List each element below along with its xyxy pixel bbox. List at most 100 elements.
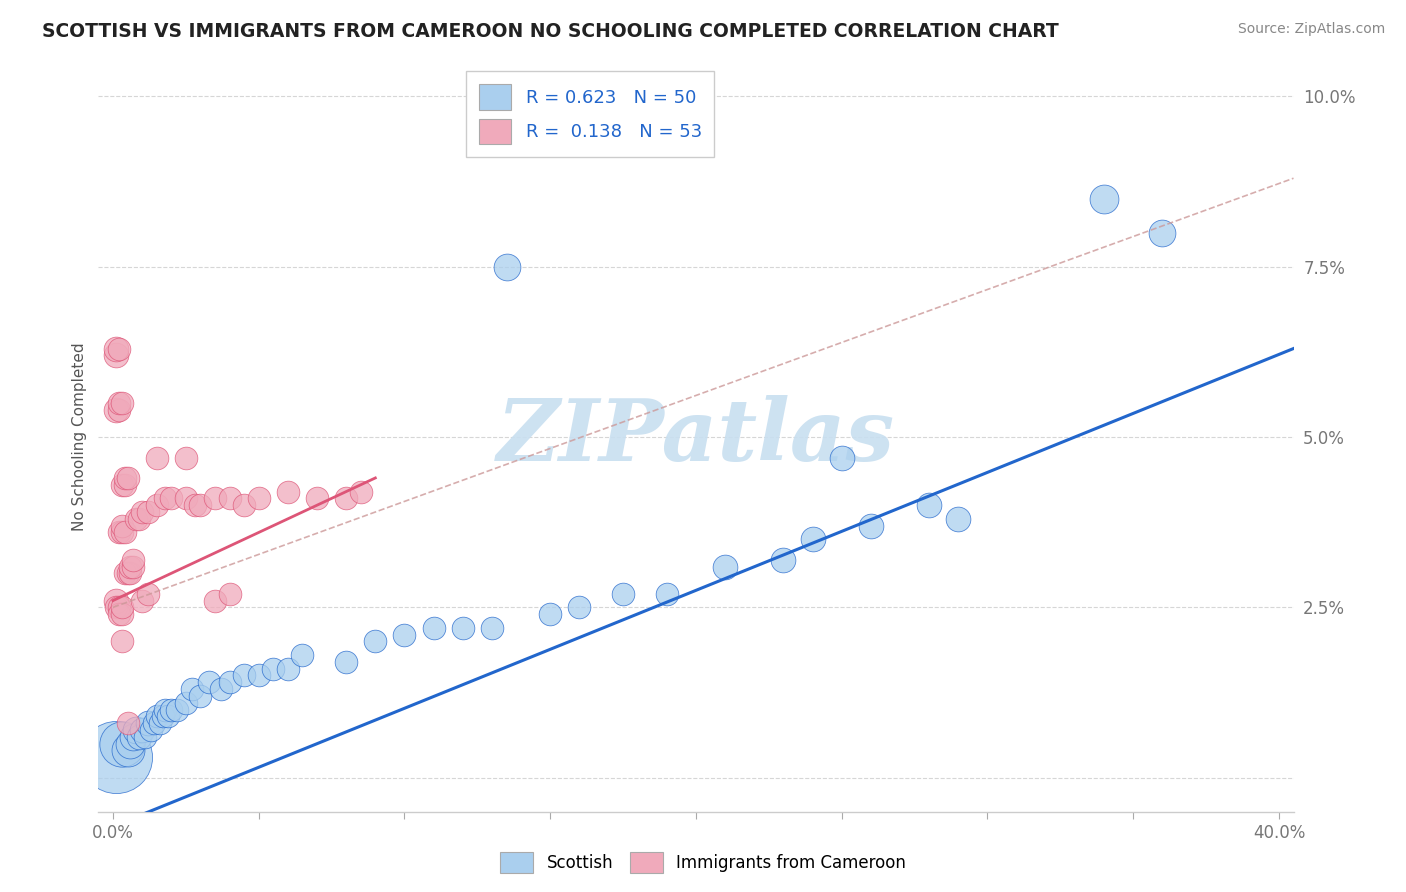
Text: SCOTTISH VS IMMIGRANTS FROM CAMEROON NO SCHOOLING COMPLETED CORRELATION CHART: SCOTTISH VS IMMIGRANTS FROM CAMEROON NO … xyxy=(42,22,1059,41)
Point xyxy=(155,702,177,716)
Point xyxy=(122,552,145,566)
Point xyxy=(108,342,131,356)
Point xyxy=(108,525,131,540)
Point xyxy=(111,634,134,648)
Point xyxy=(948,512,970,526)
Point xyxy=(262,662,284,676)
Point xyxy=(128,730,150,744)
Point xyxy=(190,498,212,512)
Point xyxy=(104,348,127,362)
Point xyxy=(108,607,131,622)
Point xyxy=(117,471,139,485)
Point xyxy=(218,675,240,690)
Point xyxy=(422,621,444,635)
Point xyxy=(111,737,134,751)
Point xyxy=(108,600,131,615)
Point xyxy=(174,450,197,465)
Point xyxy=(139,723,162,737)
Point xyxy=(247,668,270,682)
Point xyxy=(149,716,172,731)
Text: Source: ZipAtlas.com: Source: ZipAtlas.com xyxy=(1237,22,1385,37)
Point xyxy=(364,634,387,648)
Point xyxy=(174,696,197,710)
Point xyxy=(174,491,197,506)
Point xyxy=(1092,192,1115,206)
Point xyxy=(335,491,357,506)
Point xyxy=(136,505,159,519)
Point xyxy=(233,498,256,512)
Point xyxy=(104,593,127,607)
Point xyxy=(104,600,127,615)
Point xyxy=(111,518,134,533)
Point xyxy=(612,587,634,601)
Point xyxy=(495,260,517,274)
Point xyxy=(190,689,212,703)
Point xyxy=(108,396,131,410)
Point xyxy=(277,484,299,499)
Point xyxy=(218,587,240,601)
Point xyxy=(291,648,314,662)
Point xyxy=(120,559,142,574)
Point xyxy=(247,491,270,506)
Point xyxy=(111,525,134,540)
Point xyxy=(111,607,134,622)
Point xyxy=(209,682,232,697)
Point xyxy=(394,627,416,641)
Point xyxy=(114,471,136,485)
Point xyxy=(128,512,150,526)
Point xyxy=(111,477,134,491)
Point xyxy=(918,498,941,512)
Point xyxy=(111,600,134,615)
Point xyxy=(166,702,188,716)
Point xyxy=(145,498,167,512)
Point xyxy=(131,593,153,607)
Point xyxy=(183,498,205,512)
Y-axis label: No Schooling Completed: No Schooling Completed xyxy=(72,343,87,532)
Point xyxy=(131,505,153,519)
Point xyxy=(335,655,357,669)
Point xyxy=(568,600,591,615)
Point xyxy=(114,566,136,581)
Point xyxy=(831,450,853,465)
Point xyxy=(714,559,737,574)
Point xyxy=(155,491,177,506)
Point xyxy=(117,566,139,581)
Point xyxy=(114,477,136,491)
Point xyxy=(117,743,139,757)
Point xyxy=(801,533,824,547)
Point xyxy=(125,723,148,737)
Point xyxy=(120,737,142,751)
Point xyxy=(350,484,373,499)
Point xyxy=(1152,226,1174,240)
Point xyxy=(772,552,794,566)
Point xyxy=(134,730,156,744)
Point xyxy=(538,607,561,622)
Point xyxy=(481,621,503,635)
Point xyxy=(160,702,183,716)
Point xyxy=(136,716,159,731)
Point xyxy=(152,709,174,723)
Point xyxy=(160,491,183,506)
Point xyxy=(136,587,159,601)
Point xyxy=(198,675,221,690)
Point xyxy=(104,342,127,356)
Point xyxy=(117,716,139,731)
Point xyxy=(218,491,240,506)
Text: ZIPatlas: ZIPatlas xyxy=(496,395,896,479)
Point xyxy=(114,525,136,540)
Point xyxy=(145,709,167,723)
Point xyxy=(157,709,180,723)
Point xyxy=(204,491,226,506)
Legend: Scottish, Immigrants from Cameroon: Scottish, Immigrants from Cameroon xyxy=(494,846,912,880)
Point xyxy=(111,396,134,410)
Point xyxy=(125,512,148,526)
Point xyxy=(122,730,145,744)
Point xyxy=(277,662,299,676)
Point xyxy=(859,518,882,533)
Point xyxy=(451,621,474,635)
Point xyxy=(655,587,678,601)
Point xyxy=(122,559,145,574)
Point xyxy=(233,668,256,682)
Point xyxy=(131,723,153,737)
Point xyxy=(108,402,131,417)
